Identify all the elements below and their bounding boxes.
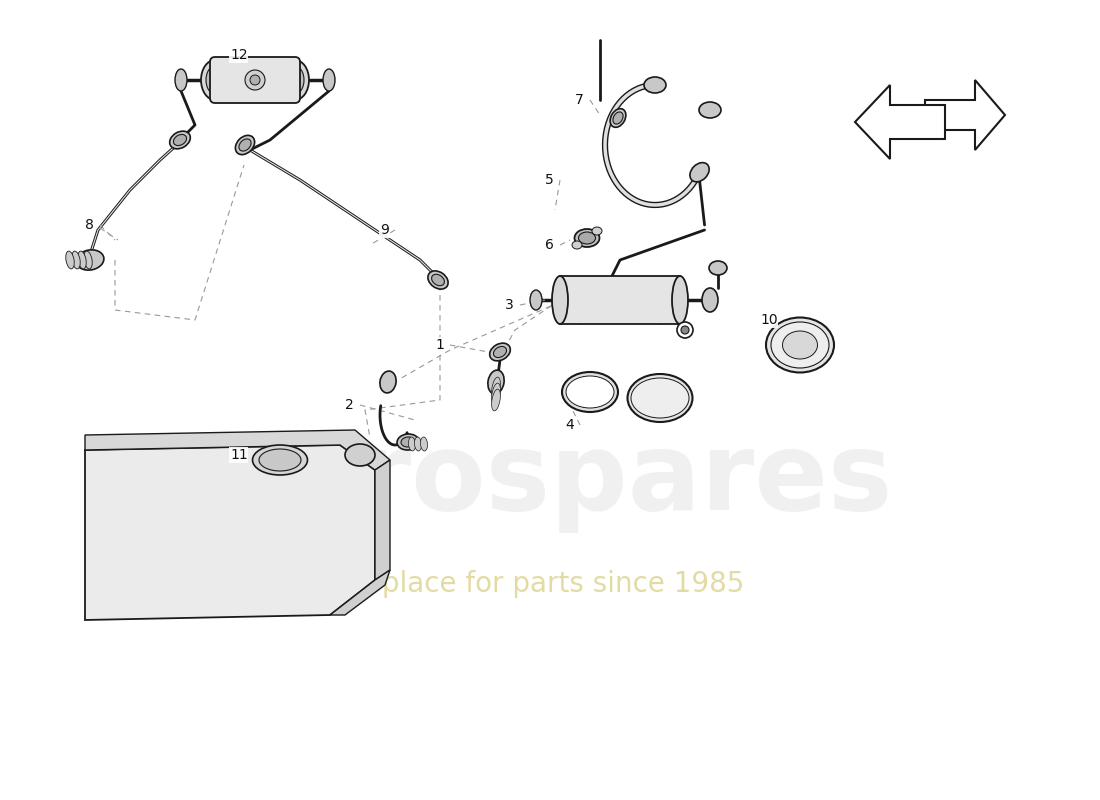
Ellipse shape — [631, 378, 689, 418]
Ellipse shape — [201, 60, 229, 100]
Ellipse shape — [84, 251, 92, 269]
Text: 4: 4 — [565, 418, 574, 432]
Ellipse shape — [610, 109, 626, 127]
Ellipse shape — [592, 227, 602, 235]
Text: 8: 8 — [85, 218, 94, 232]
Polygon shape — [375, 460, 390, 580]
Text: 11: 11 — [230, 448, 248, 462]
Ellipse shape — [78, 251, 86, 269]
Text: 1: 1 — [434, 338, 444, 352]
Ellipse shape — [169, 131, 190, 149]
Ellipse shape — [492, 383, 500, 405]
Ellipse shape — [552, 276, 568, 324]
Ellipse shape — [676, 322, 693, 338]
Text: eurospares: eurospares — [207, 427, 893, 533]
Ellipse shape — [397, 434, 419, 450]
Ellipse shape — [681, 326, 689, 334]
Ellipse shape — [345, 444, 375, 466]
Ellipse shape — [206, 66, 224, 94]
Ellipse shape — [492, 377, 500, 399]
Ellipse shape — [323, 69, 336, 91]
Ellipse shape — [415, 437, 421, 451]
Ellipse shape — [698, 102, 720, 118]
Ellipse shape — [402, 437, 415, 447]
Ellipse shape — [76, 250, 103, 270]
Polygon shape — [85, 430, 390, 470]
Ellipse shape — [286, 66, 304, 94]
Text: 5: 5 — [544, 173, 553, 187]
Polygon shape — [85, 445, 375, 620]
Ellipse shape — [420, 437, 428, 451]
Text: 6: 6 — [544, 238, 554, 252]
Ellipse shape — [492, 389, 500, 411]
Ellipse shape — [579, 232, 595, 244]
Text: 7: 7 — [575, 93, 584, 107]
Ellipse shape — [431, 274, 444, 286]
Text: 2: 2 — [345, 398, 354, 412]
Ellipse shape — [253, 445, 308, 475]
Ellipse shape — [782, 331, 817, 359]
FancyBboxPatch shape — [210, 57, 300, 103]
Ellipse shape — [488, 370, 504, 394]
Ellipse shape — [672, 276, 688, 324]
Ellipse shape — [494, 346, 507, 358]
Ellipse shape — [66, 251, 74, 269]
Ellipse shape — [644, 77, 666, 93]
Ellipse shape — [766, 318, 834, 373]
Ellipse shape — [490, 343, 510, 361]
Ellipse shape — [258, 449, 301, 471]
Ellipse shape — [613, 112, 623, 124]
Ellipse shape — [562, 372, 618, 412]
Ellipse shape — [428, 271, 448, 289]
Ellipse shape — [408, 437, 416, 451]
Ellipse shape — [566, 376, 614, 408]
Ellipse shape — [690, 162, 710, 182]
Ellipse shape — [702, 288, 718, 312]
Ellipse shape — [572, 241, 582, 249]
Polygon shape — [855, 85, 945, 159]
Text: 12: 12 — [230, 48, 248, 62]
Ellipse shape — [627, 374, 693, 422]
Text: 3: 3 — [505, 298, 514, 312]
Text: 10: 10 — [760, 313, 778, 327]
Polygon shape — [330, 570, 390, 615]
Ellipse shape — [280, 60, 309, 100]
Ellipse shape — [72, 251, 80, 269]
Ellipse shape — [245, 70, 265, 90]
Ellipse shape — [235, 135, 254, 154]
Ellipse shape — [530, 290, 542, 310]
Ellipse shape — [175, 69, 187, 91]
Ellipse shape — [239, 139, 251, 151]
Text: 9: 9 — [379, 223, 389, 237]
Ellipse shape — [174, 134, 187, 146]
Bar — [560, 276, 680, 324]
Ellipse shape — [771, 322, 829, 368]
Ellipse shape — [710, 261, 727, 275]
Polygon shape — [925, 80, 1005, 150]
Ellipse shape — [250, 75, 260, 85]
Ellipse shape — [379, 371, 396, 393]
Ellipse shape — [574, 229, 600, 247]
Text: a place for parts since 1985: a place for parts since 1985 — [355, 570, 745, 598]
